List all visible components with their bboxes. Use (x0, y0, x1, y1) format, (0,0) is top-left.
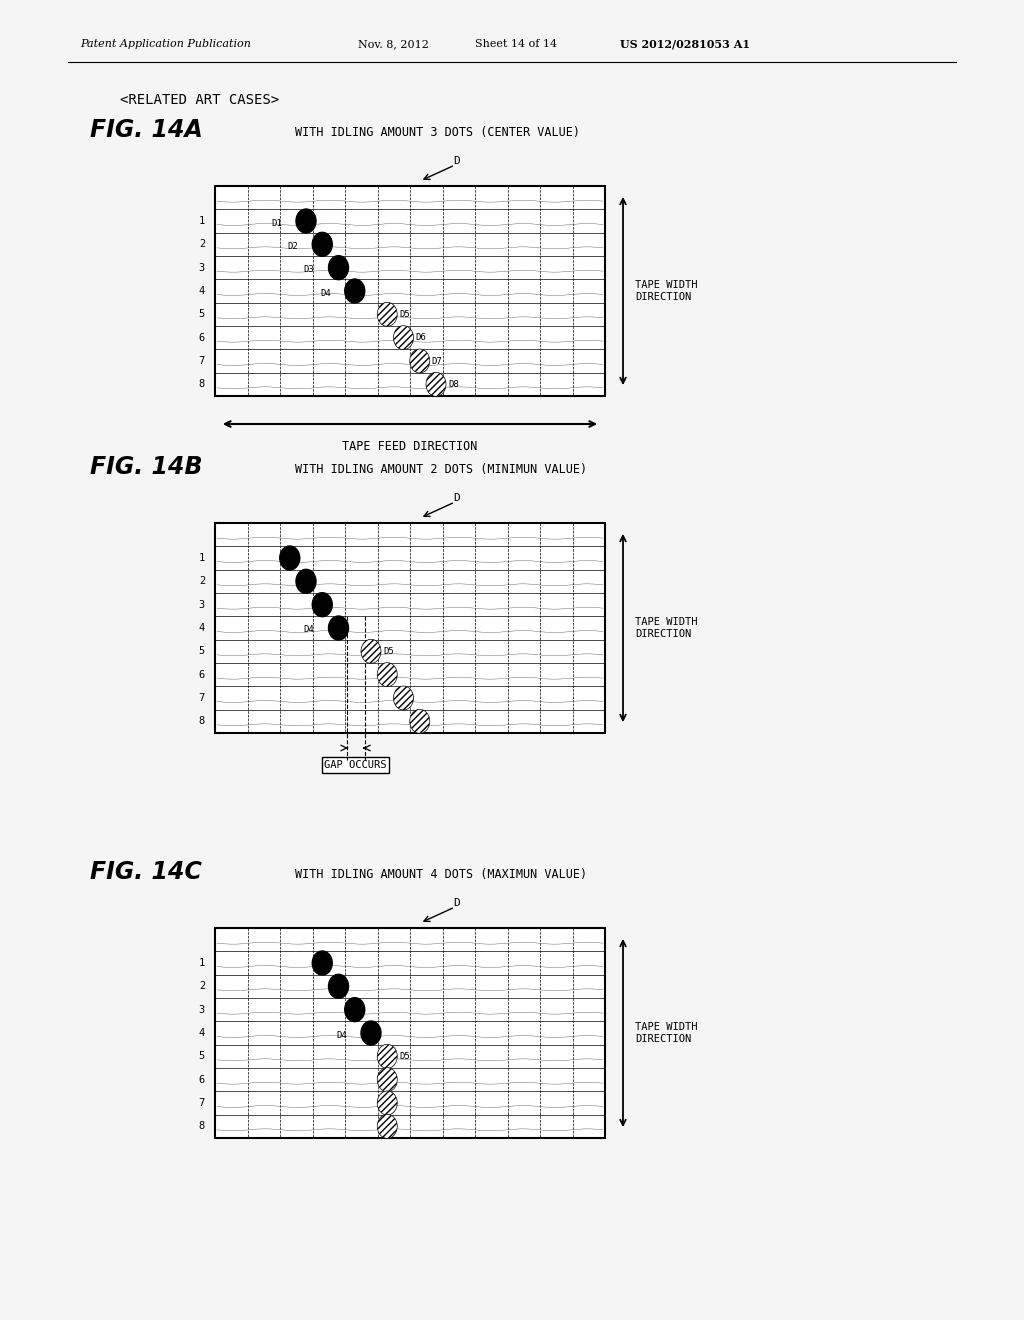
Text: GAP OCCURS: GAP OCCURS (325, 760, 387, 770)
Ellipse shape (377, 663, 397, 686)
Ellipse shape (426, 372, 446, 396)
Text: 8: 8 (199, 717, 205, 726)
Text: 5: 5 (199, 647, 205, 656)
Text: D5: D5 (399, 1052, 410, 1061)
Bar (215, 186, 605, 396)
Text: D: D (453, 898, 460, 908)
Text: D8: D8 (449, 380, 459, 389)
Text: WITH IDLING AMOUNT 3 DOTS (CENTER VALUE): WITH IDLING AMOUNT 3 DOTS (CENTER VALUE) (295, 125, 580, 139)
Text: 6: 6 (199, 333, 205, 343)
Text: 3: 3 (199, 1005, 205, 1015)
Ellipse shape (329, 256, 348, 280)
Text: D: D (453, 492, 460, 503)
Text: 7: 7 (199, 1098, 205, 1107)
Text: D4: D4 (336, 1031, 347, 1040)
Ellipse shape (329, 616, 348, 640)
Text: WITH IDLING AMOUNT 4 DOTS (MAXIMUN VALUE): WITH IDLING AMOUNT 4 DOTS (MAXIMUN VALUE… (295, 869, 587, 880)
Text: US 2012/0281053 A1: US 2012/0281053 A1 (620, 38, 750, 49)
Ellipse shape (377, 1068, 397, 1092)
Text: 6: 6 (199, 669, 205, 680)
Text: Sheet 14 of 14: Sheet 14 of 14 (475, 40, 557, 49)
Text: D5: D5 (399, 310, 410, 319)
Text: 4: 4 (199, 1028, 205, 1038)
Ellipse shape (312, 232, 332, 256)
Ellipse shape (296, 209, 316, 234)
Ellipse shape (312, 950, 332, 975)
Text: Nov. 8, 2012: Nov. 8, 2012 (358, 40, 429, 49)
Text: D2: D2 (288, 242, 298, 251)
Text: 1: 1 (199, 958, 205, 968)
Text: D6: D6 (416, 333, 426, 342)
Ellipse shape (312, 593, 332, 616)
Text: FIG. 14C: FIG. 14C (90, 861, 202, 884)
Ellipse shape (410, 348, 430, 374)
Text: 7: 7 (199, 693, 205, 704)
Ellipse shape (345, 998, 365, 1022)
Text: TAPE FEED DIRECTION: TAPE FEED DIRECTION (342, 440, 477, 453)
Ellipse shape (361, 1020, 381, 1045)
Bar (215, 523, 605, 733)
Text: 8: 8 (199, 1121, 205, 1131)
Text: <RELATED ART CASES>: <RELATED ART CASES> (120, 92, 280, 107)
Text: 1: 1 (199, 216, 205, 226)
Text: 4: 4 (199, 286, 205, 296)
Text: WITH IDLING AMOUNT 2 DOTS (MINIMUN VALUE): WITH IDLING AMOUNT 2 DOTS (MINIMUN VALUE… (295, 463, 587, 477)
Text: D1: D1 (271, 219, 282, 227)
Text: 2: 2 (199, 577, 205, 586)
Ellipse shape (345, 279, 365, 304)
Ellipse shape (393, 326, 414, 350)
Text: D7: D7 (432, 356, 442, 366)
Text: FIG. 14A: FIG. 14A (90, 117, 203, 143)
Ellipse shape (377, 1114, 397, 1138)
Ellipse shape (377, 1092, 397, 1115)
Ellipse shape (393, 686, 414, 710)
Ellipse shape (361, 639, 381, 664)
Text: 2: 2 (199, 239, 205, 249)
Text: 3: 3 (199, 263, 205, 273)
Text: D3: D3 (304, 265, 314, 275)
Text: 5: 5 (199, 1051, 205, 1061)
Ellipse shape (410, 709, 430, 734)
Text: 1: 1 (199, 553, 205, 564)
Text: D5: D5 (383, 647, 394, 656)
Ellipse shape (377, 302, 397, 326)
Ellipse shape (329, 974, 348, 998)
Text: TAPE WIDTH
DIRECTION: TAPE WIDTH DIRECTION (635, 280, 697, 302)
Text: 2: 2 (199, 981, 205, 991)
Text: 5: 5 (199, 309, 205, 319)
Text: TAPE WIDTH
DIRECTION: TAPE WIDTH DIRECTION (635, 618, 697, 639)
Ellipse shape (296, 569, 316, 593)
Bar (215, 928, 605, 1138)
Text: D4: D4 (304, 626, 314, 635)
Text: 3: 3 (199, 599, 205, 610)
Text: FIG. 14B: FIG. 14B (90, 455, 203, 479)
Text: 4: 4 (199, 623, 205, 634)
Text: D: D (453, 156, 460, 166)
Text: 6: 6 (199, 1074, 205, 1085)
Ellipse shape (280, 546, 300, 570)
Text: 8: 8 (199, 379, 205, 389)
Text: TAPE WIDTH
DIRECTION: TAPE WIDTH DIRECTION (635, 1022, 697, 1044)
Text: Patent Application Publication: Patent Application Publication (80, 40, 251, 49)
Text: 7: 7 (199, 356, 205, 366)
Text: D4: D4 (319, 289, 331, 297)
Ellipse shape (377, 1044, 397, 1068)
